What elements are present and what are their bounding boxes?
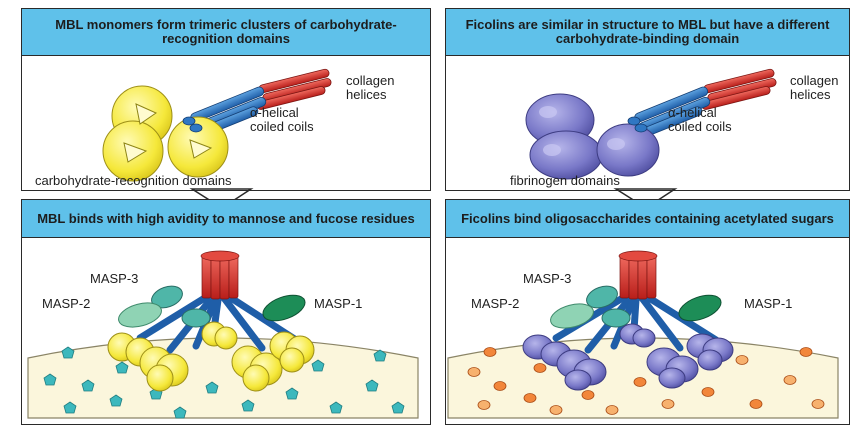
fibrinogen-domains: [525, 93, 660, 180]
masp3-label: MASP-3: [90, 271, 138, 286]
down-arrow-left: [189, 188, 254, 209]
helices-label: helices: [346, 87, 387, 102]
panel-title: MBL monomers form trimeric clusters of c…: [55, 17, 397, 46]
panel-header: Ficolins are similar in structure to MBL…: [446, 9, 849, 56]
fibrinogen-clusters: [522, 323, 734, 391]
masp1-shape: [678, 294, 722, 322]
masp3-shape: [586, 285, 618, 309]
masp1-shape: [262, 294, 306, 322]
masp3-lower-shape: [601, 308, 631, 328]
collagen-bundle: [618, 250, 658, 300]
coiled-coils-label: coiled coils: [250, 119, 314, 134]
coiled-coils-label: coiled coils: [668, 119, 732, 134]
panel-mbl-monomers: MBL monomers form trimeric clusters of c…: [21, 8, 431, 191]
collagen-label: collagen: [790, 73, 838, 88]
mannose-residues: [43, 346, 405, 419]
alpha-helical-label: α-helical: [668, 105, 717, 120]
panel-header: MBL monomers form trimeric clusters of c…: [22, 9, 430, 56]
mbl-binding-illustration: MASP-3 MASP-2 MASP-1: [27, 250, 419, 419]
fibrinogen-label: fibrinogen domains: [510, 173, 620, 188]
alpha-helical-label: α-helical: [250, 105, 299, 120]
panel-ficolin-binding: Ficolins bind oligosaccharides containin…: [445, 199, 850, 425]
collagen-label: collagen: [346, 73, 394, 88]
acetylated-sugars: [467, 347, 825, 415]
collagen-bundle: [200, 250, 240, 300]
ficolin-monomer-illustration: collagen helices α-helical coiled coils …: [510, 68, 838, 188]
masp2-label: MASP-2: [42, 296, 90, 311]
ficolin-binding-illustration: MASP-3 MASP-2 MASP-1: [447, 250, 839, 419]
panel-header: Ficolins bind oligosaccharides containin…: [446, 200, 849, 238]
masp3-label: MASP-3: [523, 271, 571, 286]
masp3-shape: [151, 285, 183, 309]
mbl-monomer-illustration: collagen helices α-helical coiled coils …: [35, 68, 394, 188]
masp2-label: MASP-2: [471, 296, 519, 311]
collagen-helices: [256, 68, 332, 110]
crd-label: carbohydrate-recognition domains: [35, 173, 232, 188]
down-arrow-right: [613, 188, 678, 209]
masp1-label: MASP-1: [744, 296, 792, 311]
helices-label: helices: [790, 87, 831, 102]
masp1-label: MASP-1: [314, 296, 362, 311]
panel-header: MBL binds with high avidity to mannose a…: [22, 200, 430, 238]
crd-clusters: [107, 321, 315, 392]
masp2-shape: [118, 302, 162, 328]
masp2-shape: [550, 303, 594, 329]
panel-title: Ficolins bind oligosaccharides containin…: [461, 210, 834, 226]
panel-title: MBL binds with high avidity to mannose a…: [37, 210, 415, 226]
panel-ficolins-structure: Ficolins are similar in structure to MBL…: [445, 8, 850, 191]
carbohydrate-recognition-domains: [102, 85, 229, 182]
panel-title: Ficolins are similar in structure to MBL…: [465, 17, 830, 46]
masp3-lower-shape: [181, 308, 211, 328]
panel-mbl-binding: MBL binds with high avidity to mannose a…: [21, 199, 431, 425]
